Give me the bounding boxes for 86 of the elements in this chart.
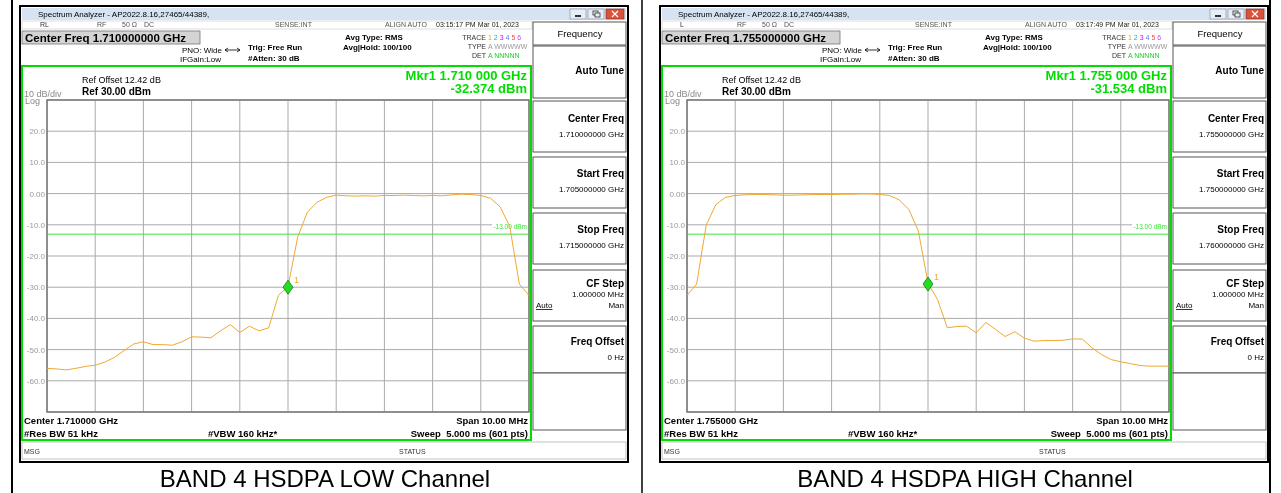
text: Start Freq: [1216, 168, 1264, 179]
text: Center Freq 1.755000000 GHz: [665, 32, 827, 44]
text: Frequency: [557, 28, 603, 39]
text: 1.000000 MHz: [1211, 290, 1264, 299]
text: Freq Offset: [570, 336, 625, 347]
y-tick-label: -60.0: [26, 376, 46, 386]
y-tick-label: 10.0: [669, 158, 686, 168]
text: #Res BW 51 kHz: [24, 428, 99, 439]
text: Freq Offset: [1210, 336, 1265, 347]
y-tick-label: -20.0: [26, 252, 46, 261]
text: Center Freq 1.710000000 GHz: [25, 32, 187, 44]
text: Avg Type: RMS: [985, 33, 1044, 42]
text: Ref 30.00 dBm: [722, 86, 792, 97]
text: #Atten: 30 dB: [248, 54, 300, 63]
text: -31.534 dBm: [1090, 81, 1167, 96]
text: IFGain:Low: [180, 55, 222, 64]
annotation: 1: [934, 272, 940, 283]
annotation: 1: [294, 275, 300, 286]
text: 1.755000000 GHz: [1199, 130, 1264, 139]
text: Frequency: [1197, 28, 1243, 39]
text: Stop Freq: [1217, 224, 1264, 235]
text: 1.750000000 GHz: [1199, 185, 1264, 194]
y-tick-label: -50.0: [666, 345, 686, 355]
y-tick-label: -40.0: [26, 314, 46, 324]
text: Ref 30.00 dBm: [82, 86, 152, 97]
text: Sweep 5.000 ms (601 pts): [1050, 428, 1168, 439]
text: Center Freq: [567, 113, 624, 124]
text: Trig: Free Run: [248, 43, 303, 52]
text: Center 1.755000 GHz: [664, 415, 759, 426]
y-tick-label: 10.0: [29, 158, 46, 168]
text: -32.374 dBm: [450, 81, 527, 96]
text: Man: [1248, 301, 1264, 310]
text: Avg Type: RMS: [345, 33, 404, 42]
text: 1.715000000 GHz: [559, 241, 624, 250]
text: 1.705000000 GHz: [559, 185, 624, 194]
text: Auto Tune: [575, 65, 625, 76]
text: 0 Hz: [1247, 353, 1264, 362]
y-tick-label: -10.0: [666, 220, 686, 230]
text: 1.760000000 GHz: [1199, 241, 1264, 250]
text: Trig: Free Run: [888, 43, 943, 52]
text: Auto Tune: [1215, 65, 1265, 76]
text: #VBW 160 kHz*: [208, 428, 278, 439]
text: Spectrum Analyzer - AP2022.8.16,27465/44389,: [38, 10, 210, 19]
text: Auto: [1176, 301, 1194, 310]
text: Span 10.00 MHz: [1096, 415, 1169, 426]
y-tick-label: -20.0: [666, 252, 686, 261]
text: Sweep 5.000 ms (601 pts): [410, 428, 528, 439]
text: Avg|Hold: 100/100: [343, 43, 413, 52]
y-tick-label: -40.0: [666, 314, 686, 324]
text: Spectrum Analyzer - AP2022.8.16,27465/44389,: [678, 10, 850, 19]
text: Mkr1 1.710 000 GHz: [405, 68, 528, 83]
text: BAND 4 HSDPA LOW Channel: [159, 465, 491, 492]
text: Avg|Hold: 100/100: [983, 43, 1053, 52]
text: Center Freq: [1207, 113, 1264, 124]
line-series: [686, 193, 1170, 367]
text: 1.000000 MHz: [571, 290, 624, 299]
text: Auto: [536, 301, 554, 310]
text: PNO: Wide: [821, 46, 863, 55]
y-tick-label: 0.00: [29, 189, 46, 199]
text: PNO: Wide: [181, 46, 223, 55]
text: 0 Hz: [607, 353, 624, 362]
text: #VBW 160 kHz*: [848, 428, 918, 439]
text: Ref Offset 12.42 dB: [82, 75, 161, 85]
y-tick-label: -30.0: [666, 283, 686, 293]
y-tick-label: 20.0: [29, 127, 46, 137]
y-tick-label: -30.0: [26, 283, 46, 293]
y-tick-label: -10.0: [26, 220, 46, 230]
y-tick-label: 20.0: [669, 127, 686, 137]
y-tick-label: -50.0: [26, 345, 46, 355]
line-series: [46, 193, 530, 371]
text: Mkr1 1.755 000 GHz: [1045, 68, 1168, 83]
text: Center 1.710000 GHz: [24, 415, 119, 426]
text: Ref Offset 12.42 dB: [722, 75, 801, 85]
text: #Atten: 30 dB: [888, 54, 940, 63]
text: #Res BW 51 kHz: [664, 428, 739, 439]
text: BAND 4 HSDPA HIGH Channel: [797, 465, 1133, 492]
text: CF Step: [586, 278, 624, 289]
text: Start Freq: [576, 168, 624, 179]
y-tick-label: 0.00: [669, 189, 686, 199]
text: Man: [608, 301, 624, 310]
text: Span 10.00 MHz: [456, 415, 529, 426]
text: 1.710000000 GHz: [559, 130, 624, 139]
text: Stop Freq: [577, 224, 624, 235]
text: CF Step: [1226, 278, 1264, 289]
text: IFGain:Low: [820, 55, 862, 64]
y-tick-label: -60.0: [666, 376, 686, 386]
